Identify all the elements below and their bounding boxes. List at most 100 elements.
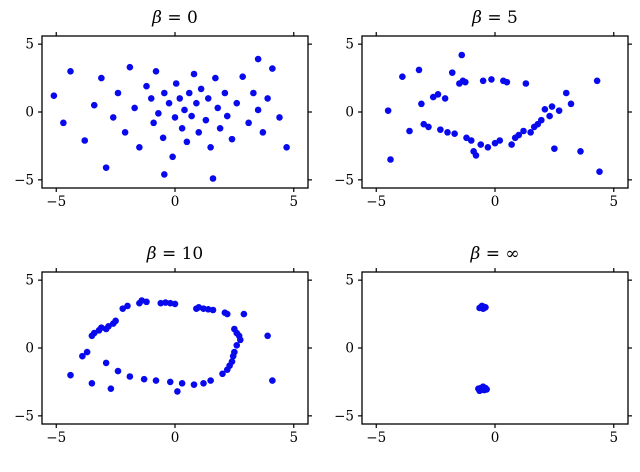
- subplot-beta-inf: −5 0 5 −5 0 5 β = ∞: [334, 244, 632, 446]
- data-point: [67, 67, 74, 75]
- axes-frame: [361, 35, 629, 189]
- data-point: [121, 129, 129, 136]
- data-point: [183, 138, 191, 146]
- data-point: [444, 129, 451, 136]
- data-point: [250, 89, 257, 97]
- data-point: [190, 70, 198, 78]
- data-point: [239, 73, 246, 81]
- data-point: [476, 304, 483, 312]
- data-point: [233, 99, 241, 107]
- x-tick-label: 5: [609, 430, 618, 446]
- data-point: [567, 100, 575, 108]
- data-point: [107, 385, 115, 393]
- data-point: [229, 352, 237, 360]
- subplot-title: β = 5: [471, 8, 518, 28]
- data-point: [245, 119, 252, 127]
- data-point: [81, 137, 89, 144]
- data-point: [437, 126, 444, 133]
- y-tick-label: −5: [14, 172, 34, 188]
- data-point: [269, 65, 276, 72]
- data-point: [276, 114, 283, 121]
- data-point: [126, 63, 134, 71]
- data-point: [254, 55, 262, 63]
- data-point: [477, 386, 485, 394]
- data-point: [60, 119, 67, 127]
- x-tick-label: −5: [366, 430, 386, 446]
- subplot-beta-5: −5 0 5 −5 0 5 β = 5: [334, 8, 632, 210]
- data-point: [415, 66, 423, 74]
- data-point: [102, 359, 110, 367]
- data-point: [451, 130, 458, 138]
- data-point: [384, 107, 392, 114]
- y-tick-label: 0: [345, 341, 354, 357]
- data-point: [283, 143, 290, 151]
- data-point: [202, 116, 210, 124]
- data-point: [520, 127, 527, 135]
- data-point: [214, 104, 222, 112]
- data-point: [150, 119, 157, 127]
- data-point: [221, 89, 229, 97]
- data-point: [209, 175, 217, 182]
- data-point: [152, 377, 160, 384]
- data-point: [527, 129, 534, 136]
- data-point: [479, 77, 487, 85]
- data-point: [555, 107, 563, 114]
- data-point: [541, 105, 549, 113]
- data-point: [515, 131, 523, 139]
- data-point: [254, 106, 262, 114]
- y-tick-label: 0: [25, 105, 34, 121]
- data-point: [131, 104, 138, 112]
- data-point: [269, 377, 276, 384]
- data-point: [50, 92, 58, 100]
- data-point: [259, 129, 267, 136]
- data-point: [441, 95, 449, 102]
- data-point: [488, 76, 495, 83]
- data-point: [143, 82, 150, 90]
- data-point: [124, 302, 131, 310]
- data-point: [161, 171, 168, 178]
- data-point: [240, 310, 248, 318]
- data-point: [178, 124, 186, 132]
- data-point: [593, 77, 601, 85]
- data-point: [171, 300, 179, 308]
- data-point: [114, 89, 122, 97]
- data-point: [204, 95, 212, 102]
- data-point: [114, 367, 122, 375]
- data-point: [458, 51, 466, 59]
- data-point: [399, 73, 406, 81]
- x-tick-label: 5: [609, 194, 618, 210]
- data-point: [207, 377, 214, 384]
- data-point: [67, 371, 74, 379]
- data-point: [165, 99, 173, 107]
- data-point: [546, 112, 553, 120]
- data-point: [434, 91, 442, 98]
- data-point: [577, 148, 584, 155]
- data-point: [496, 137, 504, 144]
- data-point: [178, 379, 186, 387]
- data-point: [216, 124, 224, 132]
- data-point: [223, 310, 231, 318]
- data-point: [223, 366, 231, 374]
- x-tick-label: 5: [289, 194, 298, 210]
- data-point: [136, 143, 143, 151]
- subplot-title: β = 10: [146, 244, 204, 264]
- beta-symbol: β: [471, 8, 482, 28]
- beta-symbol: β: [151, 8, 162, 28]
- data-point: [174, 388, 181, 395]
- data-point: [181, 106, 188, 114]
- data-point: [406, 127, 413, 135]
- data-point: [448, 69, 456, 76]
- data-point: [161, 89, 168, 97]
- y-tick-label: −5: [334, 408, 354, 424]
- x-tick-label: 0: [171, 194, 180, 210]
- x-tick-label: −5: [46, 194, 66, 210]
- axes-frame: [361, 271, 629, 425]
- data-point: [90, 101, 98, 109]
- y-tick-label: 5: [345, 273, 354, 289]
- subplot-title: β = ∞: [469, 244, 519, 264]
- data-point: [88, 379, 96, 387]
- data-point: [200, 379, 207, 387]
- x-tick-label: 0: [491, 430, 500, 446]
- data-point: [418, 100, 425, 108]
- data-point: [140, 375, 148, 383]
